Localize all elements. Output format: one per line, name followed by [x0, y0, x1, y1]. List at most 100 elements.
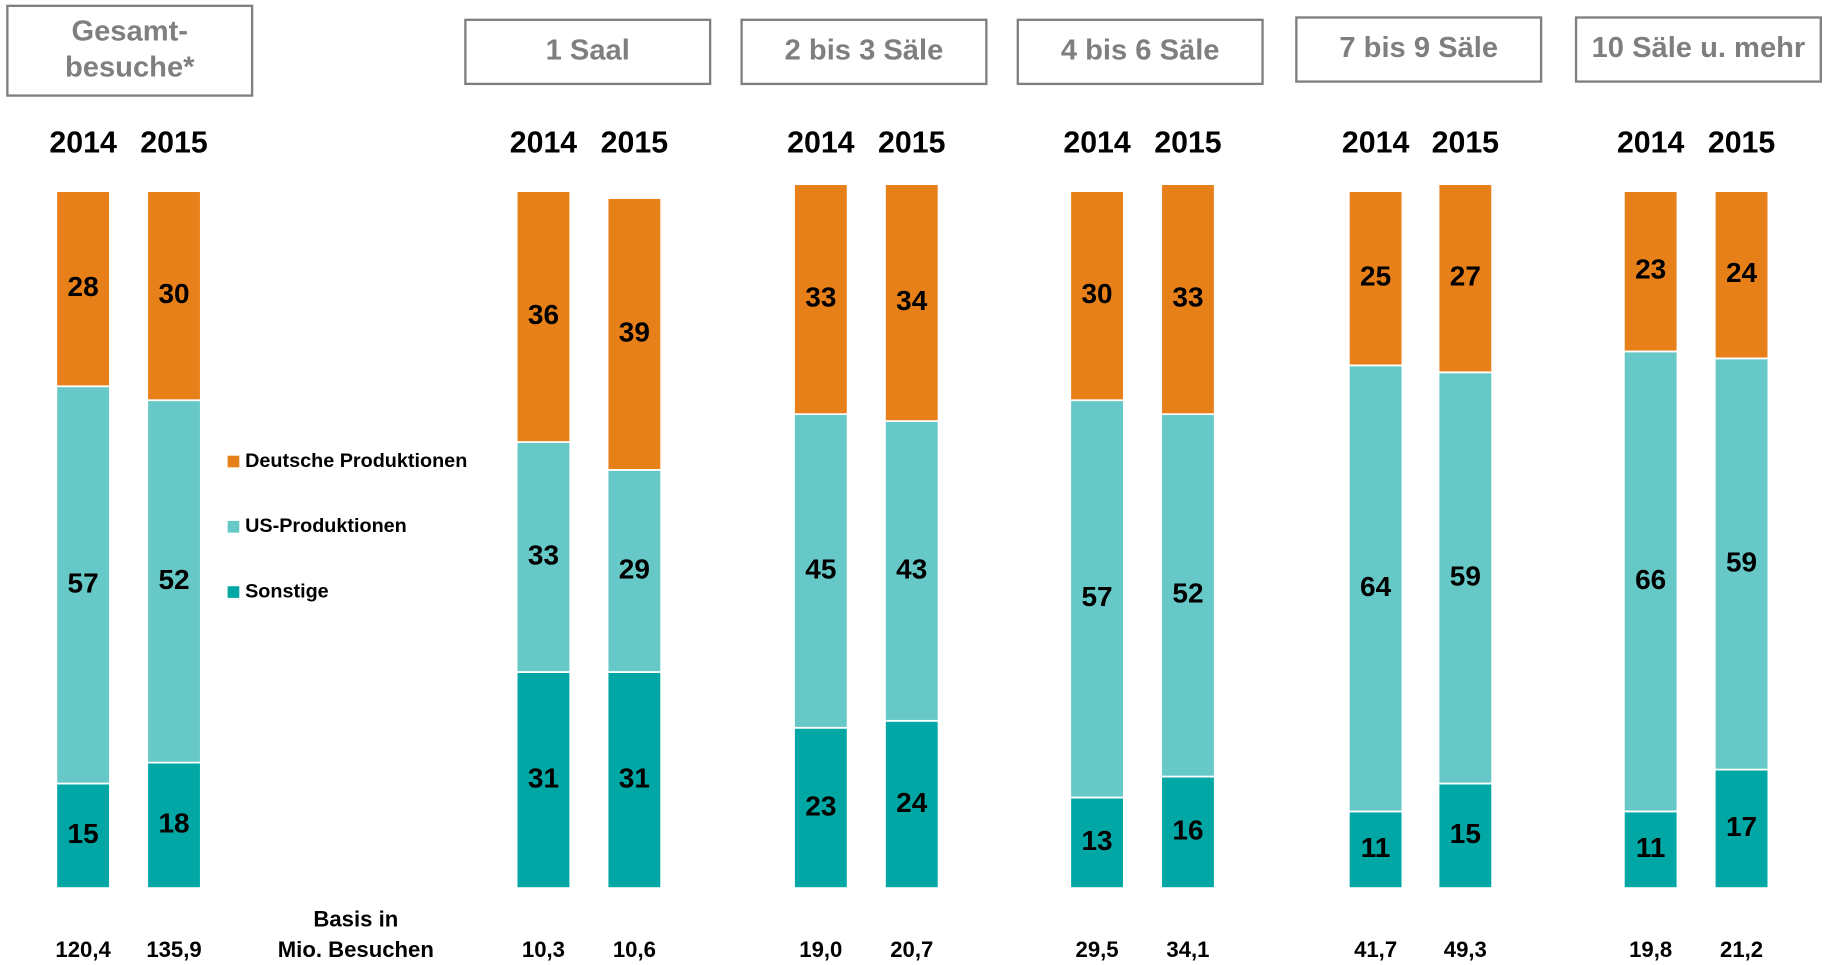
group-title-box	[464, 18, 712, 86]
group-title: Gesamt-	[71, 15, 188, 47]
basis-value: 41,7	[1354, 937, 1397, 962]
data-label: 13	[1081, 825, 1112, 856]
data-label: 18	[158, 808, 189, 839]
x-tick-label: 2015	[1708, 127, 1775, 160]
data-label: 16	[1172, 815, 1203, 846]
data-label: 23	[805, 790, 836, 821]
x-tick-label: 2015	[1432, 127, 1499, 160]
legend-swatch	[227, 455, 240, 468]
group-title: 4 bis 6 Säle	[1061, 35, 1220, 67]
bar-segment	[146, 190, 202, 402]
group-title: 1 Saal	[546, 35, 630, 67]
data-label: 33	[528, 539, 559, 570]
group-title: 2 bis 3 Säle	[785, 35, 944, 67]
bar-segment	[884, 420, 940, 722]
data-label: 36	[528, 299, 559, 330]
bar-segment	[1713, 190, 1770, 360]
bar-segment	[793, 726, 849, 889]
x-tick-label: 2014	[510, 127, 578, 160]
bar-segment	[606, 469, 663, 673]
group-title-box	[1574, 16, 1822, 83]
basis-value: 120,4	[55, 937, 111, 962]
bar-segment	[1160, 775, 1216, 889]
data-label: 27	[1450, 261, 1481, 292]
bar-segment	[793, 183, 849, 416]
data-label: 11	[1361, 832, 1391, 863]
basis-value: 10,3	[522, 937, 565, 962]
x-tick-label: 2015	[1154, 127, 1221, 160]
legend-label: Deutsche Produktionen	[245, 450, 467, 472]
bar-segment	[1622, 350, 1679, 813]
legend-swatch	[227, 586, 240, 598]
data-label: 25	[1360, 261, 1391, 292]
data-label: 45	[805, 553, 836, 584]
bar-segment	[1437, 371, 1494, 785]
data-label: 31	[528, 762, 559, 793]
data-label: 66	[1635, 564, 1666, 595]
basis-value: 49,3	[1444, 937, 1487, 962]
group-title-box	[6, 4, 254, 97]
group-title: 10 Säle u. mehr	[1592, 32, 1806, 64]
bar-segment	[1622, 190, 1679, 353]
bar-segment	[1069, 796, 1125, 889]
bar-segment	[1437, 183, 1494, 374]
x-tick-label: 2014	[1617, 127, 1685, 160]
data-label: 31	[619, 762, 650, 793]
bar-segment	[146, 761, 202, 889]
data-label: 15	[68, 818, 99, 849]
data-label: 30	[158, 278, 189, 309]
data-label: 24	[896, 787, 928, 818]
bar-segment	[515, 441, 572, 673]
basis-value: 20,7	[890, 937, 933, 962]
data-label: 28	[68, 271, 99, 302]
data-label: 17	[1726, 811, 1757, 842]
legend-label: Sonstige	[245, 580, 329, 602]
data-label: 59	[1726, 546, 1757, 577]
x-tick-label: 2014	[49, 127, 117, 160]
group-title: 7 bis 9 Säle	[1339, 32, 1498, 64]
data-label: 15	[1450, 818, 1481, 849]
data-label: 33	[1172, 282, 1203, 313]
bar-segment	[1160, 413, 1216, 778]
bar-segment	[515, 190, 572, 443]
data-label: 52	[1172, 578, 1203, 609]
data-label: 57	[1081, 581, 1112, 612]
bar-segment	[1069, 399, 1125, 799]
data-label: 30	[1081, 278, 1112, 309]
x-tick-label: 2015	[878, 127, 945, 160]
basis-value: 29,5	[1076, 937, 1119, 962]
data-label: 11	[1636, 832, 1666, 863]
data-label: 39	[619, 316, 650, 347]
data-label: 64	[1360, 571, 1392, 602]
basis-value: 10,6	[613, 937, 656, 962]
bar-segment	[1713, 357, 1770, 771]
bar-segment	[55, 190, 111, 388]
basis-value: 19,0	[799, 937, 842, 962]
x-tick-label: 2014	[787, 127, 855, 160]
x-tick-label: 2015	[140, 127, 207, 160]
x-tick-label: 2014	[1063, 127, 1131, 160]
data-label: 52	[158, 564, 189, 595]
data-label: 34	[896, 285, 928, 316]
bar-segment	[606, 671, 663, 889]
basis-label: Mio. Besuchen	[278, 937, 434, 962]
group-title-box	[1016, 18, 1264, 86]
bar-segment	[606, 197, 663, 471]
bar-segment	[1347, 190, 1404, 367]
basis-value: 135,9	[146, 937, 201, 962]
x-tick-label: 2014	[1342, 127, 1410, 160]
bar-segment	[1160, 183, 1216, 416]
data-label: 43	[896, 553, 927, 584]
bar-segment	[55, 782, 111, 889]
bar-segment	[793, 413, 849, 729]
group-title: besuche*	[65, 51, 195, 83]
group-title-box	[1295, 16, 1543, 83]
x-tick-label: 2015	[601, 127, 668, 160]
data-label: 29	[619, 553, 650, 584]
bar-segment	[515, 671, 572, 889]
data-label: 57	[68, 567, 99, 598]
basis-value: 19,8	[1629, 937, 1672, 962]
legend-swatch	[227, 520, 240, 533]
group-title-box	[740, 18, 988, 86]
